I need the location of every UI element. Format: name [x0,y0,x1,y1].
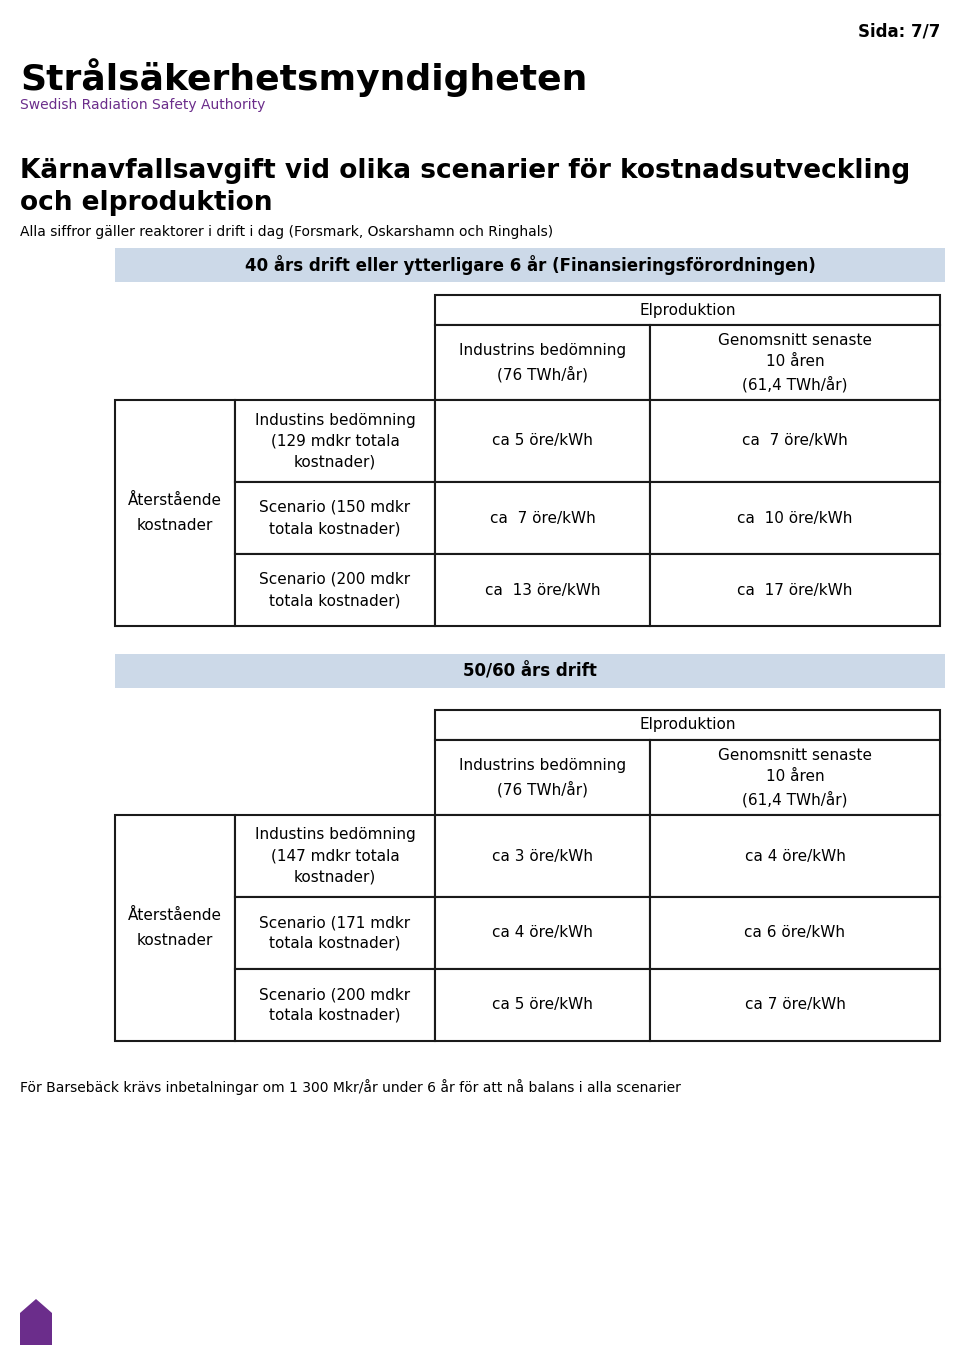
Text: ca 5 öre/kWh: ca 5 öre/kWh [492,997,593,1012]
Text: Sida: 7/7: Sida: 7/7 [857,22,940,41]
Text: Återstående
kostnader: Återstående kostnader [128,908,222,947]
Text: Elproduktion: Elproduktion [639,302,735,317]
Bar [435,482,650,554]
Bar [435,740,650,814]
Text: Alla siffror gäller reaktorer i drift i dag (Forsmark, Oskarshamn och Ringhals): Alla siffror gäller reaktorer i drift i … [20,225,553,238]
Text: 40 års drift eller ytterligare 6 år (Finansieringsförordningen): 40 års drift eller ytterligare 6 år (Fin… [245,255,815,275]
Bar [235,814,435,897]
Text: ca 4 öre/kWh: ca 4 öre/kWh [492,925,593,940]
Bar [235,400,435,482]
Text: ca 4 öre/kWh: ca 4 öre/kWh [745,848,846,863]
Bar [435,295,940,325]
Text: Industrins bedömning
(76 TWh/år): Industrins bedömning (76 TWh/år) [459,343,626,382]
Bar [435,710,940,740]
Bar [115,248,945,282]
Text: Swedish Radiation Safety Authority: Swedish Radiation Safety Authority [20,98,265,112]
Text: Kärnavfallsavgift vid olika scenarier för kostnadsutveckling: Kärnavfallsavgift vid olika scenarier fö… [20,159,910,184]
Bar [115,400,235,626]
Bar [650,969,940,1041]
Bar [650,325,940,400]
Bar [650,897,940,969]
Bar [650,554,940,626]
Bar [435,400,650,482]
Text: ca 6 öre/kWh: ca 6 öre/kWh [745,925,846,940]
Text: ca 3 öre/kWh: ca 3 öre/kWh [492,848,593,863]
Bar [435,897,650,969]
Bar [235,897,435,969]
Text: ca 7 öre/kWh: ca 7 öre/kWh [745,997,846,1012]
Text: Strålsäkerhetsmyndigheten: Strålsäkerhetsmyndigheten [20,58,588,96]
Text: ca  17 öre/kWh: ca 17 öre/kWh [737,583,852,598]
Bar [115,814,235,1041]
Text: Industins bedömning
(147 mdkr totala
kostnader): Industins bedömning (147 mdkr totala kos… [254,828,416,885]
Bar [435,325,650,400]
Text: och elproduktion: och elproduktion [20,190,273,215]
Text: Elproduktion: Elproduktion [639,718,735,733]
Bar [235,554,435,626]
Bar [650,400,940,482]
Bar [650,814,940,897]
Text: ca  7 öre/kWh: ca 7 öre/kWh [742,434,848,449]
Polygon shape [20,1299,52,1346]
Text: ca  7 öre/kWh: ca 7 öre/kWh [490,511,595,526]
Bar [235,969,435,1041]
Text: Genomsnitt senaste
10 åren
(61,4 TWh/år): Genomsnitt senaste 10 åren (61,4 TWh/år) [718,748,872,808]
Text: Genomsnitt senaste
10 åren
(61,4 TWh/år): Genomsnitt senaste 10 åren (61,4 TWh/år) [718,333,872,392]
Text: Scenario (150 mdkr
totala kostnader): Scenario (150 mdkr totala kostnader) [259,500,411,537]
Bar [235,482,435,554]
Bar [115,654,945,688]
Bar [435,814,650,897]
Text: ca  13 öre/kWh: ca 13 öre/kWh [485,583,600,598]
Text: ca  10 öre/kWh: ca 10 öre/kWh [737,511,852,526]
Text: För Barsebäck krävs inbetalningar om 1 300 Mkr/år under 6 år för att nå balans i: För Barsebäck krävs inbetalningar om 1 3… [20,1079,681,1095]
Text: Scenario (200 mdkr
totala kostnader): Scenario (200 mdkr totala kostnader) [259,572,411,608]
Bar [435,969,650,1041]
Text: Industins bedömning
(129 mdkr totala
kostnader): Industins bedömning (129 mdkr totala kos… [254,412,416,469]
Bar [650,482,940,554]
Text: Scenario (200 mdkr
totala kostnader): Scenario (200 mdkr totala kostnader) [259,986,411,1023]
Text: Scenario (171 mdkr
totala kostnader): Scenario (171 mdkr totala kostnader) [259,915,411,951]
Text: Industrins bedömning
(76 TWh/år): Industrins bedömning (76 TWh/år) [459,757,626,797]
Text: ca 5 öre/kWh: ca 5 öre/kWh [492,434,593,449]
Text: Återstående
kostnader: Återstående kostnader [128,493,222,533]
Bar [435,554,650,626]
Text: 50/60 års drift: 50/60 års drift [463,663,597,680]
Bar [650,740,940,814]
